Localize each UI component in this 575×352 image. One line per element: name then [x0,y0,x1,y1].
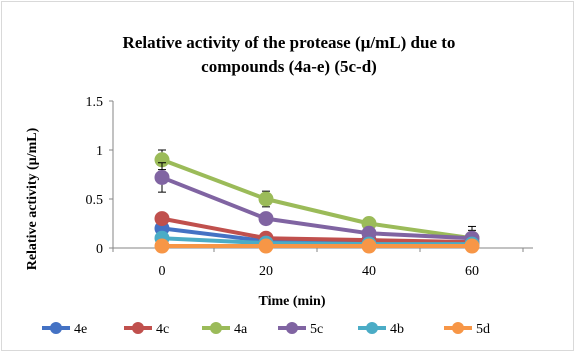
x-tick-label: 20 [259,264,273,279]
data-point-5d [258,238,274,254]
chart-title-line-1: Relative activity of the protease (µ/mL)… [123,33,456,52]
data-point-5d [361,238,377,254]
data-point-5d [464,238,480,254]
y-tick-label: 1 [96,144,103,159]
y-tick-label: 0.5 [86,193,104,208]
chart-title-line-2: compounds (4a-e) (5c-d) [201,57,377,76]
series-line-5c [161,175,473,241]
data-point-5d [154,238,170,254]
legend: 4e 4c 4a 5c 4b 5d [42,322,490,337]
legend-marker [366,322,378,334]
legend-label: 4c [156,322,169,337]
legend-item-5d: 5d [444,322,490,337]
series-line-4a [161,157,473,241]
series-line-4c [161,216,473,245]
series-5d [154,238,480,254]
data-point-5c [154,169,170,185]
legend-label: 5d [476,322,490,337]
legend-item-4e: 4e [42,322,87,337]
x-axis-label: Time (min) [258,294,325,309]
legend-marker [50,322,62,334]
legend-label: 4b [390,322,404,337]
legend-item-5c: 5c [278,322,323,337]
legend-label: 4e [74,322,87,337]
y-axis-label: Relative activity (µ/mL) [25,127,40,270]
legend-item-4a: 4a [202,322,248,337]
x-tick-label: 0 [159,264,166,279]
legend-marker [210,322,222,334]
legend-label: 4a [234,322,248,337]
data-point-4a [258,191,274,207]
data-point-5c [258,211,274,227]
x-tick-label: 60 [465,264,479,279]
y-tick-label: 1.5 [86,95,104,110]
x-tick-label: 40 [362,264,376,279]
legend-marker [452,322,464,334]
y-tick-label: 0 [96,242,103,257]
plot-area: 0 0.5 1 1.5 0 20 40 60 [86,95,533,279]
legend-item-4c: 4c [124,322,169,337]
data-point-4c [154,211,170,227]
legend-item-4b: 4b [358,322,404,337]
legend-marker [132,322,144,334]
legend-marker [286,322,298,334]
legend-label: 5c [310,322,323,337]
